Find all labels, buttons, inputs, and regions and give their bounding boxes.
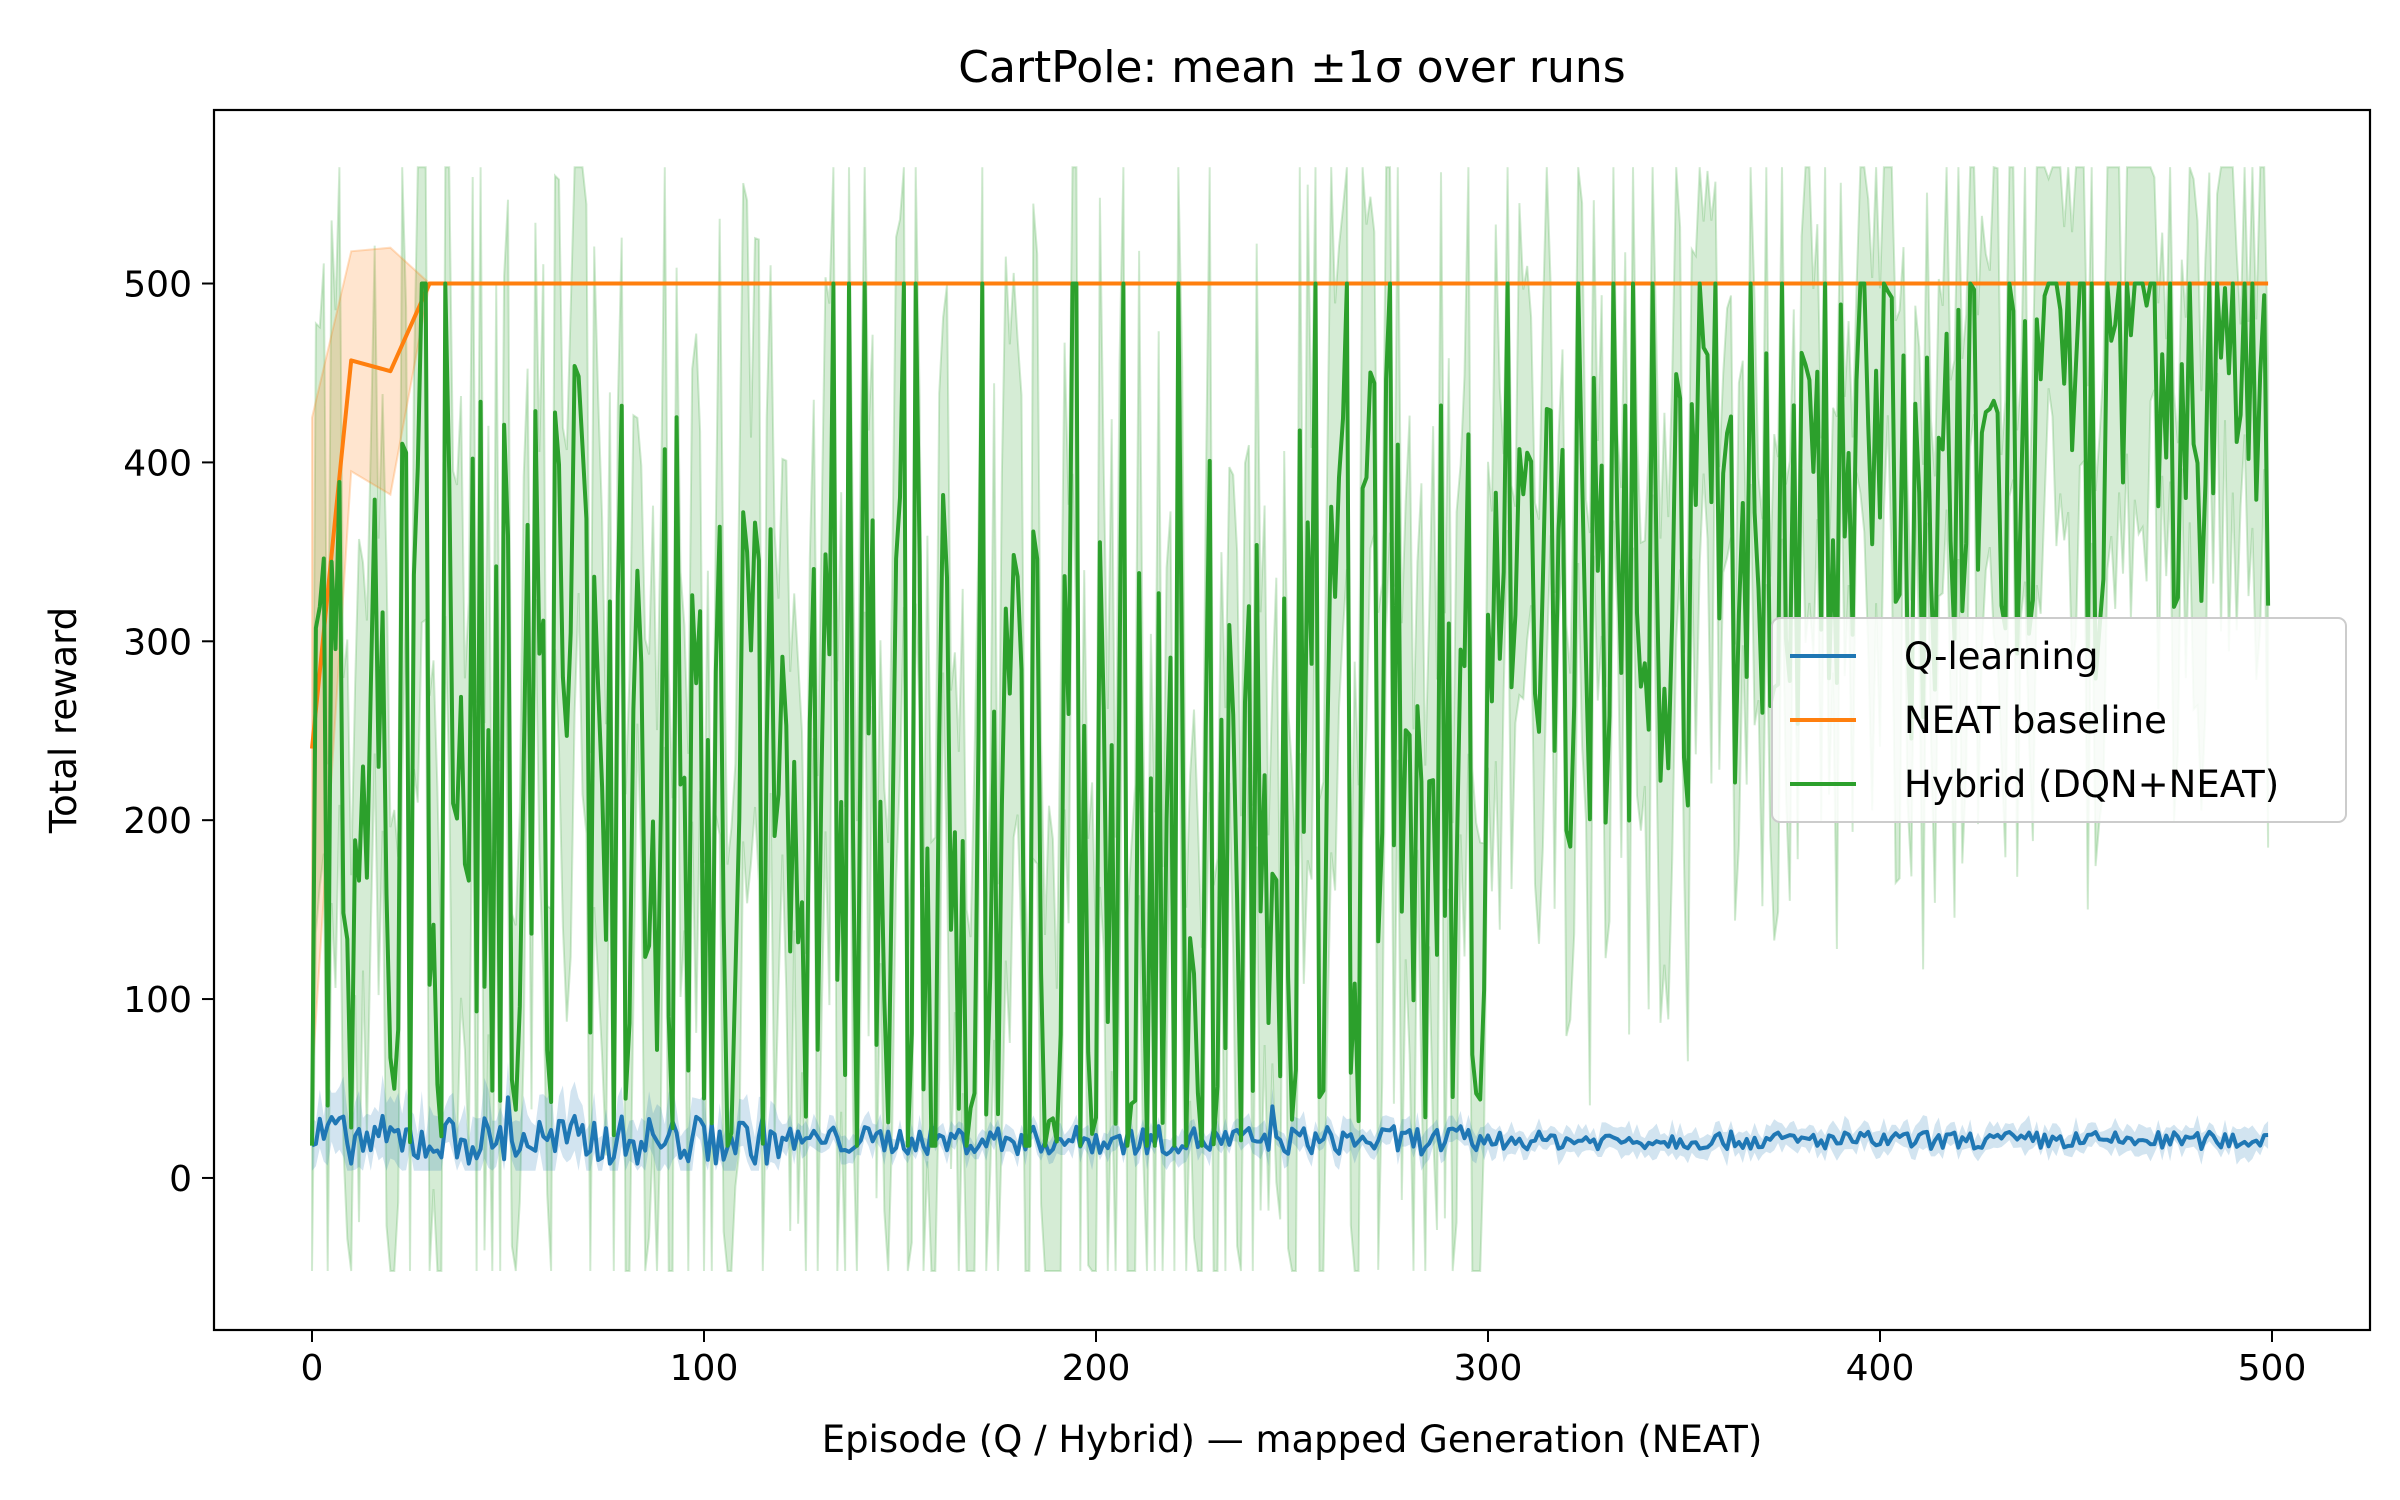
plot-frame bbox=[212, 108, 2372, 1332]
legend-label: Hybrid (DQN+NEAT) bbox=[1904, 763, 2279, 806]
y-tick-label: 0 bbox=[169, 1159, 192, 1200]
hybrid-line bbox=[310, 281, 2271, 1148]
legend-label: NEAT baseline bbox=[1904, 699, 2167, 742]
x-tick-label: 300 bbox=[1454, 1348, 1523, 1389]
q-learning-line bbox=[311, 1095, 2269, 1166]
y-tick-label: 200 bbox=[123, 801, 192, 842]
x-tick-label: 400 bbox=[1846, 1348, 1915, 1389]
legend: Q-learning NEAT baseline Hybrid (DQN+NEAT) bbox=[1771, 617, 2347, 823]
x-axis-label: Episode (Q / Hybrid) — mapped Generation… bbox=[822, 1418, 1763, 1461]
neat-baseline-line bbox=[310, 281, 2269, 749]
x-tick-label: 200 bbox=[1062, 1348, 1131, 1389]
x-tick-label: 0 bbox=[301, 1348, 324, 1389]
x-tick-label: 500 bbox=[2238, 1348, 2307, 1389]
y-tick-label: 400 bbox=[123, 443, 192, 484]
y-tick-label: 300 bbox=[123, 622, 192, 663]
y-axis: 0 100 200 300 400 500 bbox=[123, 265, 214, 1200]
series-lines bbox=[310, 281, 2271, 1166]
y-tick-label: 500 bbox=[123, 265, 192, 306]
x-tick-label: 100 bbox=[670, 1348, 739, 1389]
legend-label: Q-learning bbox=[1904, 635, 2098, 678]
chart-title: CartPole: mean ±1σ over runs bbox=[958, 42, 1625, 93]
legend-box bbox=[1771, 617, 2347, 823]
y-tick-label: 100 bbox=[123, 980, 192, 1021]
x-axis: 0 100 200 300 400 500 bbox=[301, 1330, 2307, 1389]
y-axis-label: Total reward bbox=[42, 607, 85, 834]
